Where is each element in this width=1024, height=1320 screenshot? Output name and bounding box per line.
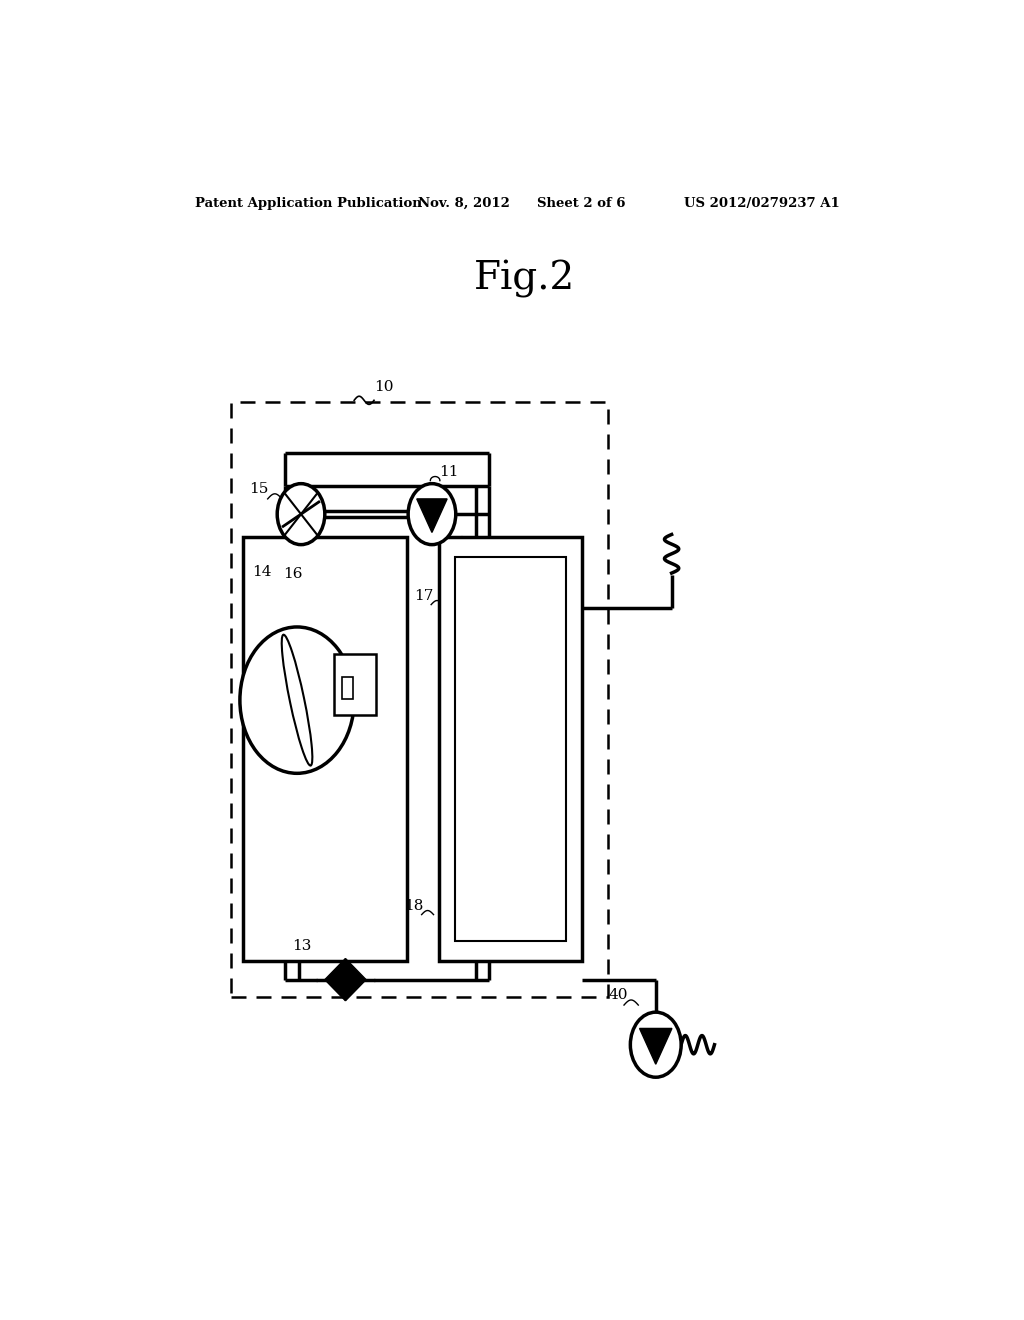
Circle shape: [631, 1012, 681, 1077]
Text: 15: 15: [249, 482, 268, 496]
Bar: [342, 677, 353, 700]
Text: 12: 12: [410, 511, 429, 524]
Text: 11: 11: [439, 465, 459, 479]
Bar: [334, 655, 376, 715]
Text: 10: 10: [374, 380, 393, 395]
Text: 17: 17: [414, 589, 433, 602]
Bar: [243, 536, 408, 961]
Text: Patent Application Publication: Patent Application Publication: [196, 197, 422, 210]
Text: Fig.2: Fig.2: [474, 260, 575, 298]
Bar: [455, 557, 566, 941]
Bar: [231, 403, 608, 997]
Text: 14: 14: [253, 565, 272, 579]
Bar: [439, 536, 582, 961]
Text: 13: 13: [292, 940, 311, 953]
Text: Sheet 2 of 6: Sheet 2 of 6: [537, 197, 626, 210]
Text: 40: 40: [608, 987, 628, 1002]
Text: US 2012/0279237 A1: US 2012/0279237 A1: [684, 197, 840, 210]
Ellipse shape: [282, 635, 312, 766]
Circle shape: [278, 483, 325, 545]
Text: 16: 16: [284, 568, 303, 581]
Polygon shape: [640, 1028, 672, 1064]
Polygon shape: [325, 958, 345, 1001]
Polygon shape: [417, 499, 447, 532]
Circle shape: [240, 627, 354, 774]
Text: Nov. 8, 2012: Nov. 8, 2012: [418, 197, 510, 210]
Circle shape: [409, 483, 456, 545]
Polygon shape: [345, 958, 367, 1001]
Text: 18: 18: [404, 899, 424, 912]
